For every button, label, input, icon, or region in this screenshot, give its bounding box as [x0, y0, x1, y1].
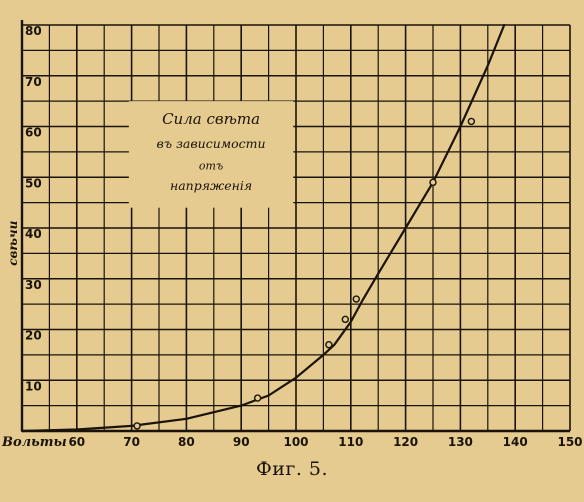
y-tick-label: 50 — [25, 176, 42, 190]
chart-title-line: въ зависимости — [157, 136, 266, 151]
chart-grid — [21, 24, 571, 432]
x-tick-label: 130 — [448, 435, 473, 449]
chart-title-line: напряженія — [170, 178, 252, 193]
x-tick-label: 90 — [233, 435, 250, 449]
x-tick-label: 120 — [393, 435, 418, 449]
data-point-marker — [325, 341, 333, 349]
x-tick-label: 70 — [123, 435, 140, 449]
tick-labels: 10 20 30 40 50 60 70 80 60 70 80 90 100 110 120 130 140 1… — [1, 24, 583, 450]
x-tick-label: 110 — [338, 435, 363, 449]
x-tick-label: 140 — [503, 435, 528, 449]
light-intensity-chart: Сила свѣта въ зависимости отъ напряженія 10… — [1, 20, 583, 450]
y-tick-label: 30 — [25, 278, 42, 292]
chart-title-line: отъ — [199, 160, 223, 173]
data-point-marker — [467, 117, 476, 126]
y-tick-label: 80 — [25, 24, 42, 38]
x-axis-title: Вольты — [1, 435, 67, 450]
title-box — [128, 101, 294, 208]
data-point-marker — [352, 295, 360, 303]
data-point-marker — [429, 178, 437, 187]
figure-caption: Фиг. 5. — [255, 458, 329, 480]
y-tick-label: 70 — [25, 75, 42, 89]
data-curve — [20, 23, 506, 433]
intensity-curve — [20, 23, 506, 433]
y-tick-label: 10 — [25, 379, 42, 393]
y-tick-label: 40 — [25, 227, 42, 241]
chart-title-box: Сила свѣта въ зависимости отъ напряженія — [128, 101, 294, 208]
data-markers — [133, 117, 476, 430]
chart-axes — [20, 20, 570, 433]
y-axis-title: свѣчи — [6, 220, 20, 265]
x-tick-label: 60 — [68, 435, 85, 449]
data-point-marker — [133, 422, 141, 430]
data-point-marker — [253, 394, 262, 402]
chart-title-line: Сила свѣта — [162, 110, 260, 128]
x-tick-label: 150 — [557, 435, 582, 449]
data-point-marker — [341, 315, 350, 324]
x-tick-label: 100 — [283, 435, 308, 449]
y-tick-label: 20 — [25, 329, 42, 343]
x-tick-label: 80 — [178, 435, 195, 449]
y-tick-label: 60 — [25, 126, 42, 140]
